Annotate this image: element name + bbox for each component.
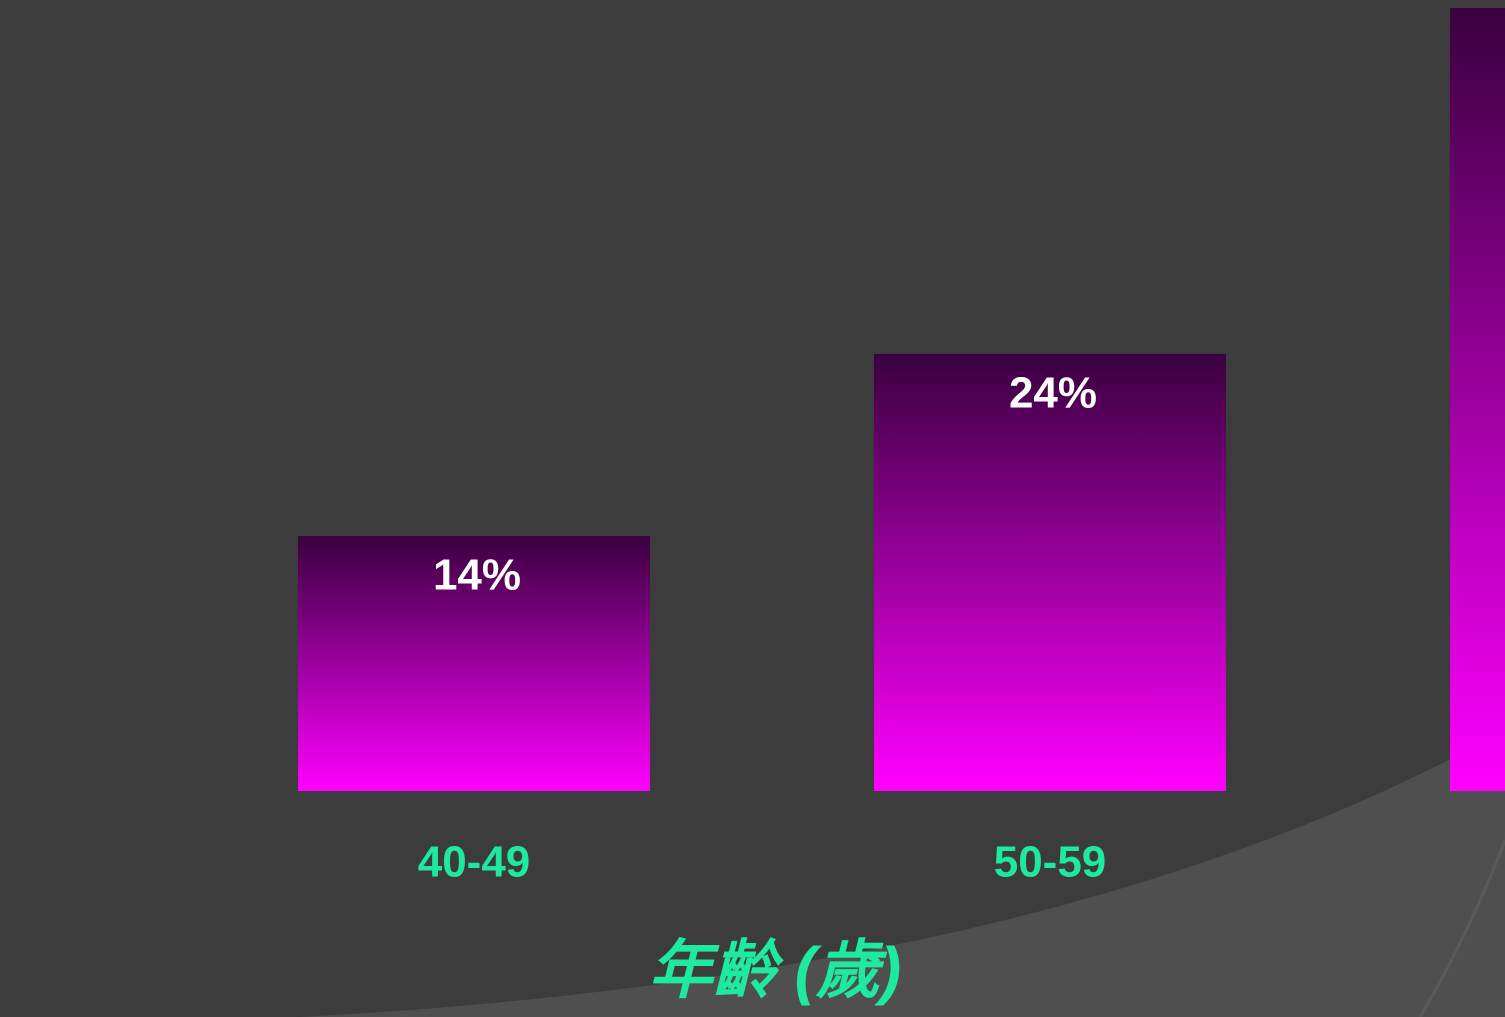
background-curve-line xyxy=(1418,839,1505,1017)
bar xyxy=(874,353,1226,791)
value-label: 14% xyxy=(433,551,521,600)
bar xyxy=(298,536,650,791)
bar xyxy=(1450,8,1505,791)
x-axis-title: 年齡 (歲) xyxy=(649,934,901,1006)
x-tick-label: 50-59 xyxy=(994,838,1107,887)
value-label: 24% xyxy=(1009,369,1097,418)
background-curve xyxy=(300,730,1505,1017)
x-tick-label: 40-49 xyxy=(418,838,531,887)
